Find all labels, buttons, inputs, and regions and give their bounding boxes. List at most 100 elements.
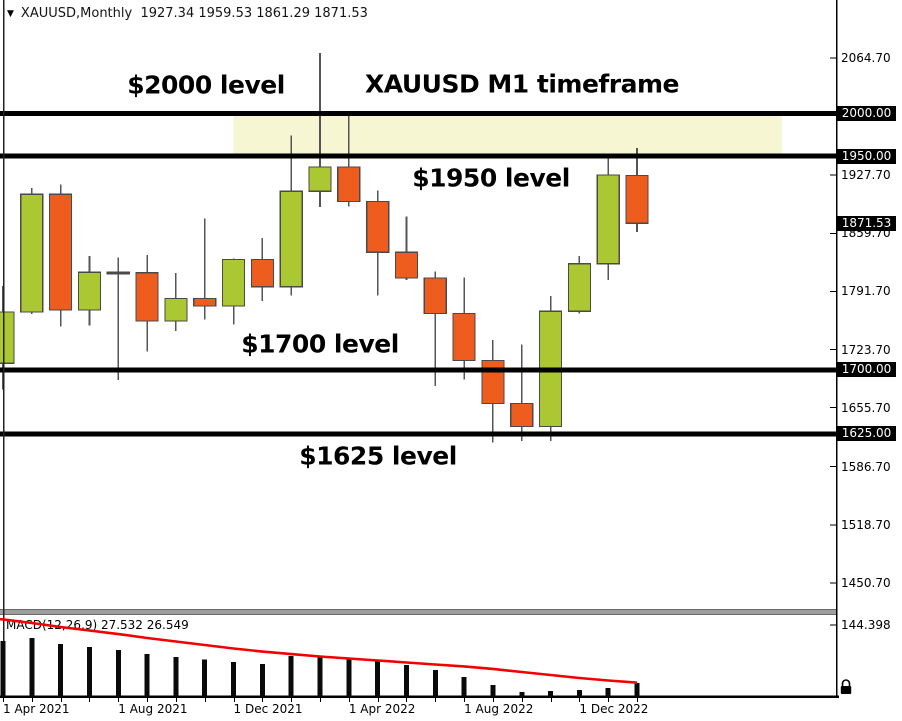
price-level-line-2000[interactable] [0,110,836,116]
candle-body [0,311,15,364]
time-tick [377,698,379,702]
time-tick [492,698,494,702]
date-label: 1 Apr 2021 [3,702,70,716]
macd-indicator-label: MACD(12,26,9) 27.532 26.549 [6,618,189,632]
symbol-dropdown-icon[interactable]: ▼ [7,8,14,19]
macd-bar [576,690,582,697]
time-tick [550,698,552,702]
candle-body [337,166,361,203]
candle-body [452,312,476,362]
candle-body [135,272,159,322]
candle-body [423,277,447,315]
time-axis-line [0,695,839,698]
candle-mar-2022 [308,53,332,208]
macd-signal-line [0,617,638,684]
macd-bar [115,650,121,697]
macd-bar [519,692,525,697]
candle-jun-2022 [394,216,419,281]
time-tick [608,698,610,702]
time-tick [464,698,466,702]
candle-body [567,263,592,312]
price-axis[interactable]: 2064.70 1927.70 1859.70 1791.70 1723.70 1655.… [836,0,902,697]
price-tick [830,624,836,626]
price-tick [830,524,836,526]
time-tick [60,698,62,702]
time-tick [521,698,523,702]
price-axis-label: 1450.70 [841,575,891,590]
candle-body [106,271,130,275]
macd-bar [634,683,640,697]
price-axis-label: 1586.70 [841,459,891,474]
macd-bar [202,659,208,697]
time-tick [31,698,33,702]
candle-oct-2021 [164,273,188,331]
macd-bar [490,685,496,697]
price-badge-1700.00: 1700.00 [837,362,896,378]
candle-body [394,251,419,279]
price-level-line-1950[interactable] [0,153,836,159]
candle-may-2022 [366,190,390,296]
macd-bar [259,664,265,697]
candle-jun-2021 [49,184,73,327]
price-axis-label: 2064.70 [841,51,891,65]
price-badge-1950.00: 1950.00 [837,148,896,164]
date-label: 1 Aug 2021 [118,702,188,716]
candle-body [49,193,73,311]
price-axis-label: 1791.70 [841,284,891,299]
candle-jan-2023 [596,156,620,281]
candle-body [279,190,303,288]
candlestick-series [0,53,649,443]
chart-annotation[interactable]: $1950 level [412,163,570,193]
candle-body [221,258,246,307]
time-axis[interactable]: 1 Apr 2021 1 Aug 2021 1 Dec 2021 1 Apr 2022… [0,698,902,721]
candle-sep-2021 [135,255,159,352]
chart-annotation[interactable]: $2000 level [127,70,285,100]
candle-nov-2021 [193,218,217,320]
macd-bar [29,638,35,697]
candle-jul-2022 [423,271,447,387]
candle-feb-2022 [279,135,303,296]
scale-lock-icon[interactable] [838,677,856,697]
candle-body [250,258,274,288]
macd-bar [346,659,352,697]
price-tick [830,349,836,351]
macd-bar [375,661,381,697]
candle-jul-2021 [77,256,102,326]
candle-body [193,297,217,307]
macd-bar [231,662,237,697]
macd-bar [58,644,64,697]
time-tick [262,698,264,702]
price-level-line-1625[interactable] [0,431,836,437]
candle-body [308,166,332,192]
time-tick [435,698,437,702]
candle-body [164,297,188,322]
candle-body [20,193,44,313]
candle-sep-2022 [481,339,505,443]
time-tick [204,698,206,702]
price-tick [830,582,836,584]
chart-annotation[interactable]: $1700 level [241,329,399,359]
macd-bar [86,647,92,697]
candle-aug-2022 [452,277,476,380]
chart-annotation[interactable]: XAUUSD M1 timeframe [365,69,680,99]
price-tick [830,174,836,176]
highlight-band[interactable] [233,115,782,154]
candle-body [510,402,534,428]
price-tick [830,290,836,292]
price-tick [830,466,836,468]
chart-annotation[interactable]: $1625 level [299,441,457,471]
time-tick [320,698,322,702]
price-badge-2000.00: 2000.00 [837,105,896,121]
time-tick [3,698,4,702]
macd-bar [0,641,6,697]
candle-body [625,174,649,224]
macd-bar [173,657,179,697]
date-label: 1 Dec 2022 [579,702,649,716]
price-axis-label: 1723.70 [841,342,891,357]
time-tick [118,698,120,702]
pane-splitter[interactable] [0,609,836,615]
date-label: 1 Aug 2022 [464,702,534,716]
price-level-line-1700[interactable] [0,367,836,373]
candle-apr-2022 [337,114,361,207]
